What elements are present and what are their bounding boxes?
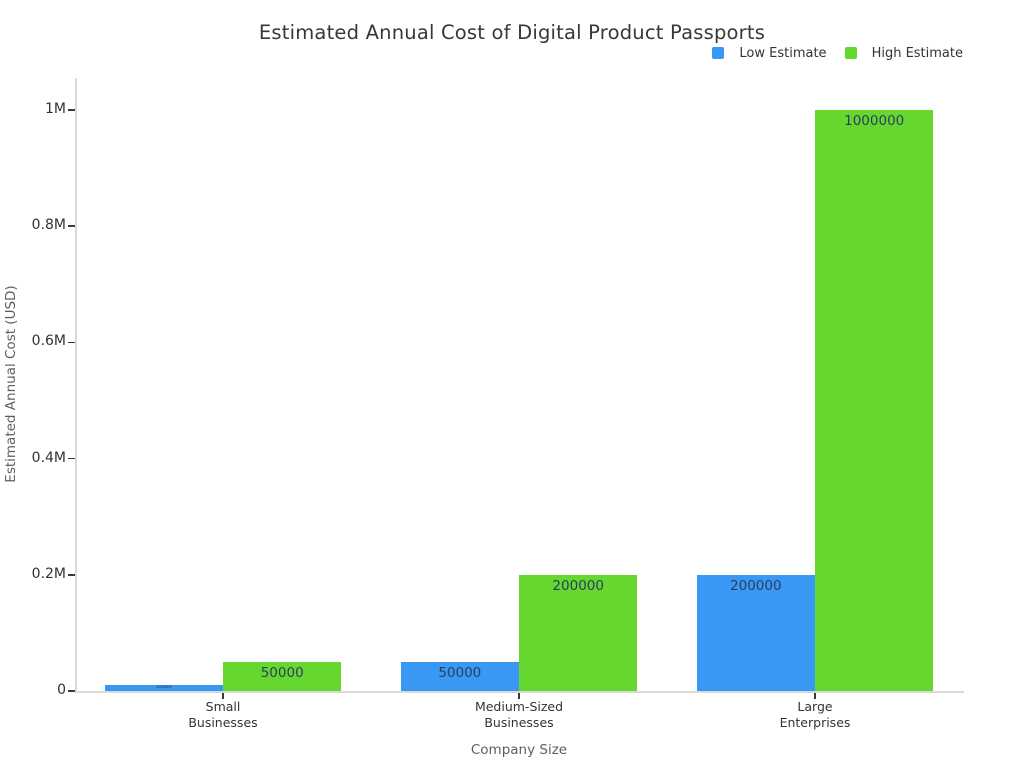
legend-swatch-icon <box>844 47 857 59</box>
bar-low-estimate-large-enterprises[interactable]: 200000 <box>696 574 815 691</box>
bar-high-estimate-large-enterprises[interactable]: 1000000 <box>815 110 934 691</box>
y-tick-mark <box>68 457 75 460</box>
legend-label: Low Estimate <box>739 45 827 61</box>
bar-value-label: 10000 <box>155 685 172 691</box>
y-tick-mark <box>68 109 75 111</box>
y-tick-label: 0.4M <box>31 449 66 466</box>
x-tick-mark <box>222 692 224 699</box>
legend: Low Estimate High Estimate <box>712 44 963 62</box>
y-tick-label: 1M <box>45 101 66 117</box>
y-tick-label: 0.2M <box>31 565 66 582</box>
x-axis-title: Company Size <box>470 742 568 758</box>
bar-high-estimate-small-businesses[interactable]: 50000 <box>223 661 342 691</box>
bar-low-estimate-small-businesses[interactable]: 10000 <box>104 685 223 691</box>
bar-value-label: 50000 <box>260 664 304 681</box>
x-axis-line <box>75 691 964 693</box>
x-tick-label-small-businesses: Small Businesses <box>188 699 258 730</box>
y-axis-title: Estimated Annual Cost (USD) <box>3 285 19 483</box>
x-tick-label-large-enterprises: Large Enterprises <box>779 699 851 730</box>
x-tick-label-medium-sized-businesses: Medium-Sized Businesses <box>474 699 564 730</box>
y-tick-label: 0.8M <box>31 217 66 234</box>
y-tick-mark <box>68 690 75 692</box>
bar-value-label: 1000000 <box>844 113 905 129</box>
plot-area: 10000 50000 200000 50000 200000 1000000 <box>75 78 963 691</box>
bar-low-estimate-medium-sized-businesses[interactable]: 50000 <box>400 661 519 691</box>
y-axis-line <box>75 78 77 692</box>
bar-high-estimate-medium-sized-businesses[interactable]: 200000 <box>519 574 638 691</box>
chart-title: Estimated Annual Cost of Digital Product… <box>258 21 766 44</box>
x-tick-mark <box>518 692 520 699</box>
legend-item-low-estimate[interactable]: Low Estimate <box>712 45 827 61</box>
y-tick-mark <box>68 574 75 576</box>
legend-item-high-estimate[interactable]: High Estimate <box>844 45 963 61</box>
y-tick-mark <box>68 341 75 344</box>
y-tick-mark <box>68 225 75 227</box>
legend-swatch-icon <box>712 47 725 59</box>
bar-value-label: 200000 <box>552 577 604 594</box>
x-tick-mark <box>814 692 816 699</box>
bar-value-label: 50000 <box>438 664 482 681</box>
legend-label: High Estimate <box>871 45 963 61</box>
y-tick-label: 0.6M <box>31 333 66 350</box>
y-tick-label: 0 <box>57 682 66 698</box>
bar-value-label: 200000 <box>730 577 782 594</box>
